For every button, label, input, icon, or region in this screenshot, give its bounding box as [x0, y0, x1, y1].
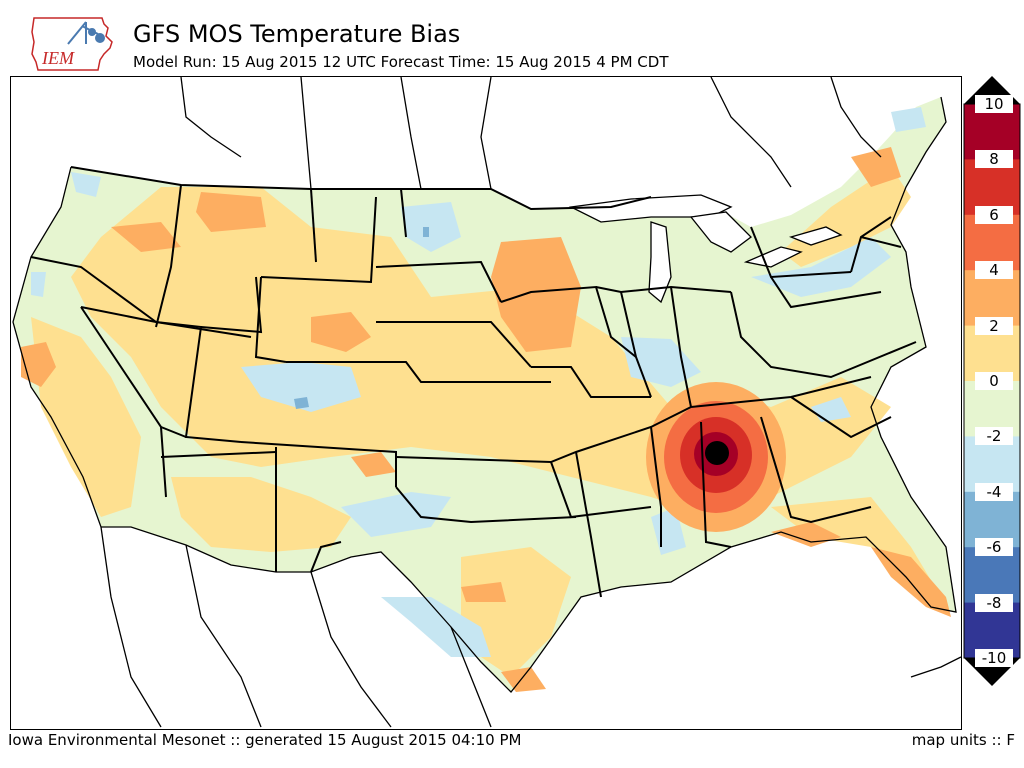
- bias-region-lightblue: [891, 107, 926, 132]
- legend-tick-label: 0: [975, 372, 1013, 390]
- legend-tick-label: 2: [975, 316, 1013, 335]
- legend-tick-label: 6: [975, 205, 1013, 224]
- bias-region-orange: [501, 667, 546, 692]
- footer-credit: Iowa Environmental Mesonet :: generated …: [8, 731, 522, 749]
- legend-tick-label: 4: [975, 261, 1013, 280]
- bias-region-lightblue: [401, 202, 461, 252]
- coastline-and-borders: [12, 77, 961, 728]
- legend-tick-label: -2: [975, 427, 1013, 446]
- bias-region-orange: [491, 237, 581, 352]
- bias-region-lightblue: [71, 172, 101, 197]
- bias-region-orange: [351, 452, 396, 477]
- bias-region-lightblue: [241, 362, 361, 412]
- bias-map-svg: [12, 77, 961, 728]
- legend-tick-label: 10: [975, 95, 1013, 113]
- legend-tick-label: -8: [975, 593, 1013, 612]
- bias-region-yellow: [31, 317, 141, 517]
- bias-region-mediumblue: [294, 397, 309, 409]
- legend-tick-label: -4: [975, 482, 1013, 501]
- legend-tick-label: -10: [975, 649, 1013, 667]
- bias-region-orange: [21, 342, 56, 387]
- footer-units: map units :: F: [911, 731, 1015, 749]
- map-subtitle: Model Run: 15 Aug 2015 12 UTC Forecast T…: [133, 53, 669, 71]
- logo-text: IEM: [41, 48, 75, 68]
- great-lakes: [568, 194, 843, 304]
- bias-region-orange: [111, 222, 181, 252]
- bias-region-yellow: [461, 547, 571, 677]
- bias-region-lightblue: [31, 272, 46, 297]
- bias-region-orange: [461, 582, 506, 602]
- bias-region-orange: [851, 147, 901, 187]
- bias-region-lightblue: [811, 397, 851, 422]
- bias-region-lightblue: [341, 492, 451, 537]
- state-boundaries: [30, 166, 917, 598]
- bias-region-orange: [311, 312, 371, 352]
- legend-tick-label: -6: [975, 538, 1013, 557]
- bias-max-marker: [705, 441, 729, 465]
- bias-region-yellow: [171, 477, 351, 552]
- map-title: GFS MOS Temperature Bias: [133, 20, 461, 48]
- bias-region-mediumblue: [423, 227, 429, 237]
- iem-logo: IEM: [28, 14, 120, 74]
- bias-map: [10, 76, 962, 730]
- bias-region-lightblue: [621, 337, 701, 387]
- legend-tick-label: 8: [975, 150, 1013, 169]
- bias-region-orange: [196, 192, 266, 232]
